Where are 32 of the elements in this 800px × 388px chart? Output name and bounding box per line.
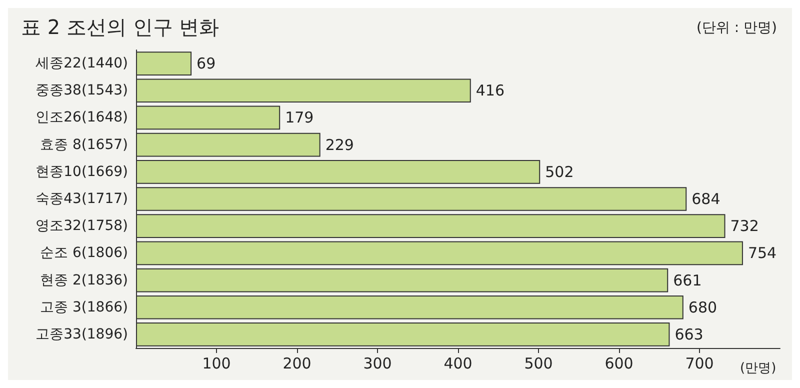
y-tick-label: 숙종43(1717) <box>36 191 128 207</box>
x-tick-label: 100 <box>202 354 231 372</box>
data-label: 663 <box>674 325 704 344</box>
x-tick-label: 500 <box>524 354 553 372</box>
data-label: 502 <box>545 162 574 181</box>
data-label: 754 <box>748 244 777 262</box>
x-tick-label: 400 <box>444 354 472 372</box>
x-axis-title: (만명) <box>740 361 776 376</box>
y-tick-label: 세종22(1440) <box>36 56 128 72</box>
y-tick-label: 영조32(1758) <box>36 218 128 234</box>
y-tick-label: 인조26(1648) <box>36 110 128 126</box>
x-tick-label: 600 <box>604 354 634 372</box>
x-tick-label: 200 <box>282 354 312 372</box>
y-tick-label: 순조 6(1806) <box>40 245 128 262</box>
data-label: 416 <box>476 82 505 100</box>
chart-title: 표 2 조선의 인구 변화 <box>21 15 220 39</box>
data-label: 732 <box>730 217 759 236</box>
data-label: 69 <box>196 54 216 73</box>
x-tick-label: 700 <box>685 354 714 372</box>
data-label: 680 <box>688 298 718 316</box>
y-tick-label: 고종33(1896) <box>36 326 128 342</box>
data-label: 684 <box>692 190 720 208</box>
y-tick-label: 효종 8(1657) <box>40 136 128 153</box>
data-label: 661 <box>673 271 702 290</box>
y-tick-label: 고종 3(1866) <box>40 299 128 316</box>
y-tick-label: 중종38(1543) <box>36 82 128 99</box>
x-tick-label: 300 <box>363 354 392 372</box>
y-tick-label: 현종10(1669) <box>36 164 128 180</box>
chart-subtitle: (단위 : 만명) <box>696 20 778 36</box>
data-label: 229 <box>325 136 354 154</box>
y-tick-label: 현종 2(1836) <box>40 272 128 288</box>
data-label: 179 <box>285 108 314 127</box>
